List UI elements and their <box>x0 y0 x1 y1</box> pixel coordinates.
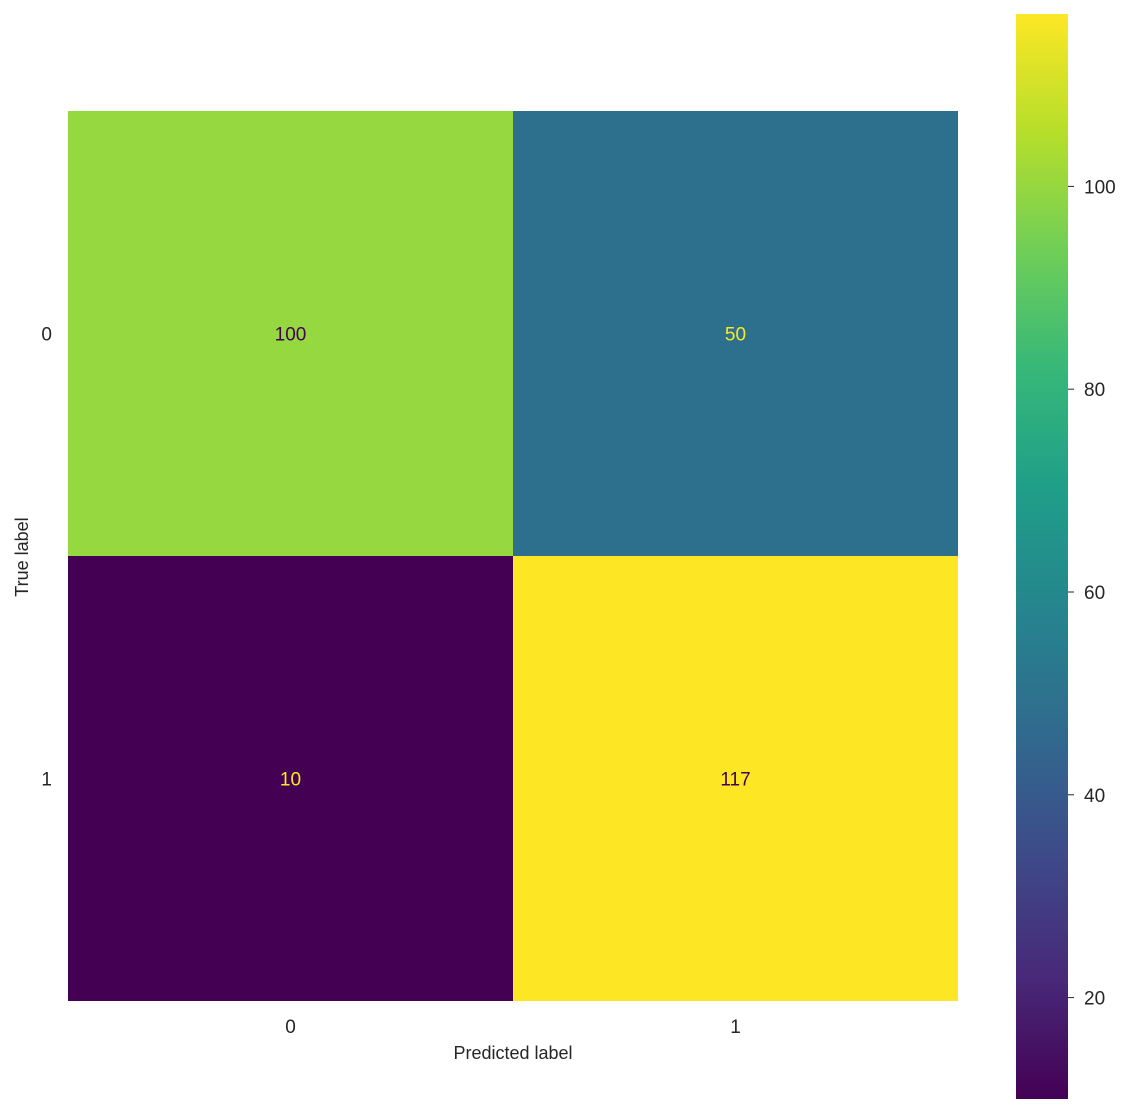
colorbar-tick-label-100: 100 <box>1084 177 1116 198</box>
cell-value-0-1: 50 <box>725 325 746 346</box>
cell-value-1-1: 117 <box>720 770 750 791</box>
heatmap-cell-0-1 <box>513 111 958 556</box>
cell-value-labels: 100 50 10 117 <box>275 325 751 791</box>
heatmap-cell-0-0 <box>68 111 513 556</box>
colorbar-tick-label-20: 20 <box>1084 989 1105 1010</box>
x-tick-label-0: 0 <box>285 1017 296 1038</box>
y-axis-ticks: 01 <box>41 325 52 791</box>
y-tick-label-1: 1 <box>41 770 52 791</box>
heatmap-cells <box>68 111 958 1001</box>
cell-value-0-0: 100 <box>275 325 307 346</box>
y-axis-label: True label <box>12 517 32 596</box>
y-tick-label-0: 0 <box>41 325 52 346</box>
cell-value-1-0: 10 <box>280 770 301 791</box>
colorbar-ticks: 20 40 60 80 100 <box>1068 177 1116 1010</box>
x-tick-label-1: 1 <box>730 1017 741 1038</box>
colorbar-tick-label-40: 40 <box>1084 786 1105 807</box>
heatmap-cell-1-1 <box>513 556 958 1001</box>
colorbar <box>1016 14 1068 1099</box>
x-axis-label: Predicted label <box>453 1043 572 1063</box>
colorbar-tick-label-80: 80 <box>1084 380 1105 401</box>
heatmap-cell-1-0 <box>68 556 513 1001</box>
colorbar-tick-label-60: 60 <box>1084 583 1105 604</box>
